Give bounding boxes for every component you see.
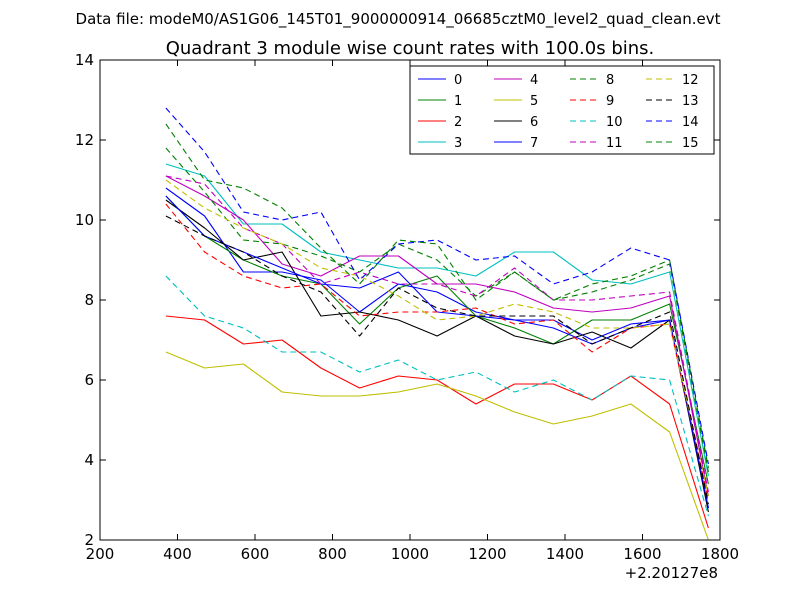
legend-label-9: 9	[606, 94, 614, 109]
series-line-12	[165, 179, 709, 497]
series-line-8	[165, 147, 709, 469]
legend-label-12: 12	[682, 73, 699, 88]
y-tick-label: 2	[84, 531, 94, 549]
series-line-2	[165, 315, 709, 529]
series-line-10	[165, 275, 709, 517]
x-offset-label: +2.20127e8	[625, 564, 718, 582]
series-line-1	[165, 195, 709, 485]
x-tick-label: 200	[86, 545, 115, 563]
x-tick-label: 1600	[623, 545, 661, 563]
legend-box	[409, 65, 715, 155]
series-line-14	[165, 107, 709, 465]
legend-label-2: 2	[454, 115, 462, 130]
series-line-7	[165, 195, 709, 509]
y-tick-label: 8	[84, 291, 94, 309]
y-tick-label: 14	[75, 51, 94, 69]
legend-label-8: 8	[606, 73, 614, 88]
legend-label-0: 0	[454, 73, 462, 88]
legend-label-1: 1	[454, 94, 462, 109]
y-tick-label: 10	[75, 211, 94, 229]
legend-label-11: 11	[606, 136, 623, 151]
series-layer	[165, 107, 709, 541]
series-line-5	[165, 351, 709, 541]
x-tick-label: 1200	[468, 545, 506, 563]
legend-label-14: 14	[682, 115, 699, 130]
series-line-9	[165, 203, 709, 501]
x-tick-label: 1800	[701, 545, 739, 563]
series-line-11	[165, 175, 709, 493]
legend-label-7: 7	[530, 136, 538, 151]
x-tick-label: 600	[241, 545, 270, 563]
x-tick-label: 400	[163, 545, 192, 563]
legend-label-3: 3	[454, 136, 462, 151]
series-line-13	[165, 215, 709, 505]
file-title: Data file: modeM0/AS1G06_145T01_90000009…	[76, 10, 721, 29]
legend-label-6: 6	[530, 115, 538, 130]
legend-label-4: 4	[530, 73, 538, 88]
legend-label-13: 13	[682, 94, 699, 109]
legend-label-15: 15	[682, 136, 699, 151]
x-tick-label: 800	[318, 545, 347, 563]
x-tick-label: 1000	[391, 545, 429, 563]
series-line-3	[165, 163, 709, 477]
chart-title: Quadrant 3 module wise count rates with …	[166, 38, 655, 59]
series-line-6	[165, 199, 709, 513]
legend-label-10: 10	[606, 115, 623, 130]
series-line-0	[165, 187, 709, 509]
series-line-15	[165, 123, 709, 473]
x-tick-label: 1400	[546, 545, 584, 563]
y-tick-label: 12	[75, 131, 94, 149]
y-tick-label: 6	[84, 371, 94, 389]
axes-layer: 200 400 600 800 1000 1200 1400 1600 180024681012…	[75, 51, 739, 563]
legend-label-5: 5	[530, 94, 538, 109]
y-tick-label: 4	[84, 451, 94, 469]
